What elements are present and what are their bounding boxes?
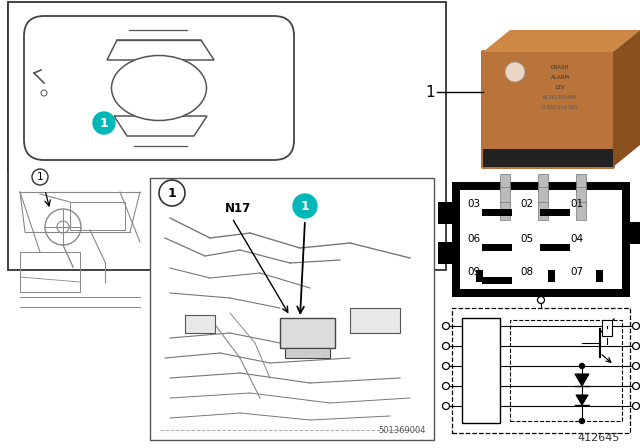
Polygon shape (107, 40, 214, 60)
Bar (438, 202, 454, 224)
Bar (285, 348, 330, 358)
Polygon shape (575, 374, 589, 386)
Bar (482, 209, 512, 216)
Circle shape (442, 362, 449, 370)
Circle shape (632, 383, 639, 389)
Bar (185, 315, 215, 333)
Ellipse shape (111, 56, 207, 121)
Text: 09: 09 (467, 267, 480, 277)
Bar (538, 174, 548, 192)
Circle shape (93, 112, 115, 134)
Bar (628, 222, 640, 244)
Text: 12V: 12V (555, 85, 565, 90)
Bar (540, 244, 570, 251)
Text: 1: 1 (426, 85, 435, 99)
Polygon shape (576, 395, 588, 405)
Bar (438, 242, 454, 264)
Text: 412645: 412645 (578, 433, 620, 443)
Text: 61361354484: 61361354484 (543, 95, 577, 99)
Circle shape (632, 362, 639, 370)
Bar (350, 308, 400, 333)
Text: N17: N17 (225, 202, 251, 215)
Text: 06: 06 (467, 234, 480, 244)
FancyBboxPatch shape (24, 16, 294, 160)
Circle shape (293, 194, 317, 218)
Bar (482, 244, 512, 251)
Text: 04: 04 (570, 234, 583, 244)
Bar (462, 318, 500, 423)
Text: 02: 02 (520, 199, 533, 209)
Bar (548, 270, 555, 282)
Bar (452, 182, 630, 297)
Circle shape (632, 323, 639, 329)
Polygon shape (483, 30, 640, 52)
Bar (150, 178, 434, 440)
Text: 05: 05 (520, 234, 533, 244)
Circle shape (442, 383, 449, 389)
Bar (452, 308, 630, 433)
Bar (510, 320, 622, 421)
Bar (500, 202, 510, 220)
Bar (483, 149, 613, 167)
Text: 03: 03 (467, 199, 480, 209)
Text: 1: 1 (301, 199, 309, 212)
Bar (538, 202, 548, 220)
Bar (538, 187, 548, 205)
Polygon shape (114, 116, 207, 136)
Bar (540, 209, 570, 216)
Bar (8, 6, 310, 171)
Circle shape (442, 402, 449, 409)
Bar (476, 270, 483, 282)
Bar (602, 320, 612, 336)
Text: ALARM: ALARM (550, 74, 570, 79)
Bar (596, 270, 603, 282)
Bar (576, 202, 586, 220)
Bar (460, 190, 622, 289)
Text: 07: 07 (570, 267, 583, 277)
Circle shape (159, 180, 185, 206)
Bar (576, 174, 586, 192)
Polygon shape (613, 30, 640, 167)
Text: 01: 01 (570, 199, 583, 209)
Circle shape (32, 169, 48, 185)
Circle shape (579, 418, 584, 423)
Text: 08: 08 (520, 267, 533, 277)
Bar (500, 187, 510, 205)
Circle shape (505, 62, 525, 82)
Circle shape (632, 402, 639, 409)
Bar (482, 277, 512, 284)
Circle shape (41, 90, 47, 96)
Bar (70, 202, 125, 230)
Bar (8, 2, 446, 270)
Circle shape (632, 343, 639, 349)
Text: 1: 1 (168, 186, 177, 199)
Bar (576, 187, 586, 205)
Text: CRASH: CRASH (550, 65, 570, 69)
Text: 0 332 014 001: 0 332 014 001 (542, 104, 578, 109)
Bar (280, 318, 335, 348)
Text: 1: 1 (100, 116, 108, 129)
Circle shape (579, 363, 584, 369)
Text: 1: 1 (36, 172, 44, 182)
FancyBboxPatch shape (481, 50, 615, 169)
Circle shape (442, 323, 449, 329)
Circle shape (538, 297, 545, 303)
Text: 501369004: 501369004 (378, 426, 426, 435)
Circle shape (442, 343, 449, 349)
Bar (500, 174, 510, 192)
